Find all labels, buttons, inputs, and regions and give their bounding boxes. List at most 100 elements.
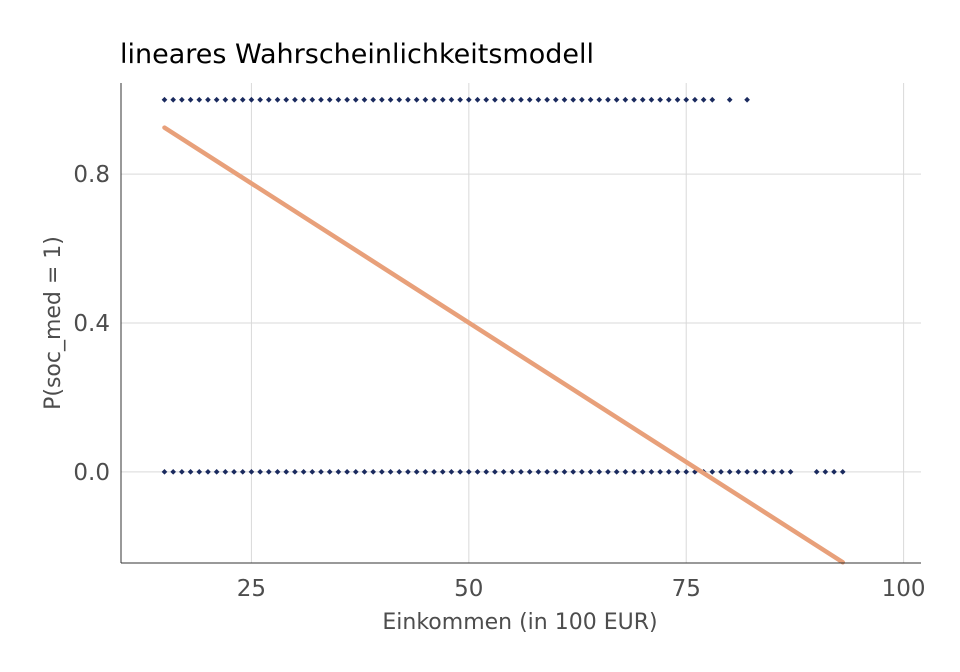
data-point bbox=[831, 469, 837, 475]
data-point bbox=[631, 469, 637, 475]
data-point bbox=[170, 469, 177, 475]
data-point bbox=[370, 469, 377, 475]
data-point bbox=[674, 96, 681, 103]
data-point bbox=[292, 96, 298, 103]
data-point bbox=[605, 96, 611, 103]
data-point bbox=[179, 469, 185, 475]
data-point bbox=[483, 96, 490, 103]
data-point bbox=[544, 469, 550, 475]
data-point bbox=[509, 469, 516, 475]
data-point bbox=[405, 96, 411, 103]
data-point bbox=[552, 96, 559, 103]
data-point bbox=[500, 469, 507, 475]
data-point bbox=[248, 96, 255, 103]
data-point bbox=[683, 96, 690, 103]
data-point bbox=[274, 469, 281, 475]
data-point bbox=[613, 96, 620, 103]
data-point bbox=[518, 469, 524, 475]
data-point bbox=[613, 469, 620, 475]
data-point bbox=[657, 96, 663, 103]
y-tick-label: 0.8 bbox=[73, 162, 110, 188]
data-point bbox=[187, 96, 194, 103]
data-point bbox=[205, 469, 211, 475]
data-point bbox=[648, 96, 655, 103]
data-point bbox=[318, 96, 324, 103]
data-point bbox=[492, 469, 498, 475]
data-point bbox=[239, 469, 246, 475]
data-point bbox=[492, 96, 498, 103]
data-point bbox=[344, 469, 350, 475]
data-point bbox=[422, 96, 429, 103]
data-point bbox=[500, 96, 507, 103]
data-point bbox=[579, 469, 585, 475]
data-point bbox=[257, 469, 263, 475]
data-point bbox=[439, 96, 446, 103]
data-point bbox=[639, 96, 646, 103]
data-point bbox=[326, 96, 333, 103]
data-point bbox=[692, 96, 698, 103]
data-point bbox=[761, 469, 768, 475]
data-point bbox=[431, 469, 437, 475]
data-point bbox=[161, 96, 168, 103]
data-point bbox=[665, 96, 672, 103]
fit-line bbox=[162, 125, 845, 565]
data-point bbox=[405, 469, 411, 475]
data-point bbox=[587, 469, 594, 475]
data-point bbox=[639, 469, 646, 475]
data-point bbox=[752, 469, 759, 475]
data-point bbox=[726, 96, 733, 103]
data-point bbox=[161, 469, 168, 475]
data-point bbox=[170, 96, 177, 103]
data-point bbox=[465, 469, 472, 475]
data-point bbox=[474, 469, 481, 475]
data-point bbox=[448, 96, 455, 103]
data-point bbox=[413, 96, 420, 103]
data-point bbox=[387, 96, 394, 103]
data-point bbox=[379, 469, 385, 475]
data-point bbox=[396, 96, 403, 103]
data-point bbox=[396, 469, 403, 475]
data-point bbox=[231, 96, 237, 103]
data-point bbox=[370, 96, 377, 103]
data-point bbox=[526, 96, 533, 103]
data-point bbox=[309, 96, 316, 103]
data-point bbox=[839, 469, 846, 475]
data-point bbox=[457, 469, 463, 475]
data-point bbox=[387, 469, 394, 475]
data-point bbox=[326, 469, 333, 475]
data-point bbox=[561, 96, 568, 103]
data-point bbox=[552, 469, 559, 475]
data-point bbox=[265, 96, 272, 103]
data-point bbox=[587, 96, 594, 103]
data-point bbox=[770, 469, 777, 475]
data-point bbox=[596, 96, 603, 103]
data-point bbox=[570, 469, 577, 475]
data-point bbox=[622, 469, 629, 475]
data-point bbox=[579, 96, 585, 103]
y-tick-label: 0.4 bbox=[73, 311, 110, 337]
data-point bbox=[509, 96, 516, 103]
x-tick-label: 75 bbox=[672, 576, 701, 602]
data-point bbox=[379, 96, 385, 103]
data-point bbox=[300, 96, 307, 103]
data-point bbox=[526, 469, 533, 475]
data-point bbox=[335, 96, 342, 103]
x-tick-label: 50 bbox=[454, 576, 483, 602]
data-point bbox=[196, 96, 203, 103]
data-point bbox=[196, 469, 203, 475]
data-point bbox=[205, 96, 211, 103]
data-point bbox=[744, 96, 750, 103]
x-tick-label: 25 bbox=[237, 576, 266, 602]
data-point bbox=[718, 469, 724, 475]
chart-title: lineares Wahrscheinlichkeitsmodell bbox=[120, 39, 594, 70]
data-point bbox=[361, 96, 368, 103]
axes bbox=[120, 83, 921, 564]
data-point bbox=[274, 96, 281, 103]
data-point bbox=[344, 96, 350, 103]
data-point bbox=[544, 96, 550, 103]
data-point bbox=[483, 469, 490, 475]
data-point bbox=[726, 469, 733, 475]
data-point bbox=[222, 469, 229, 475]
data-point bbox=[518, 96, 524, 103]
